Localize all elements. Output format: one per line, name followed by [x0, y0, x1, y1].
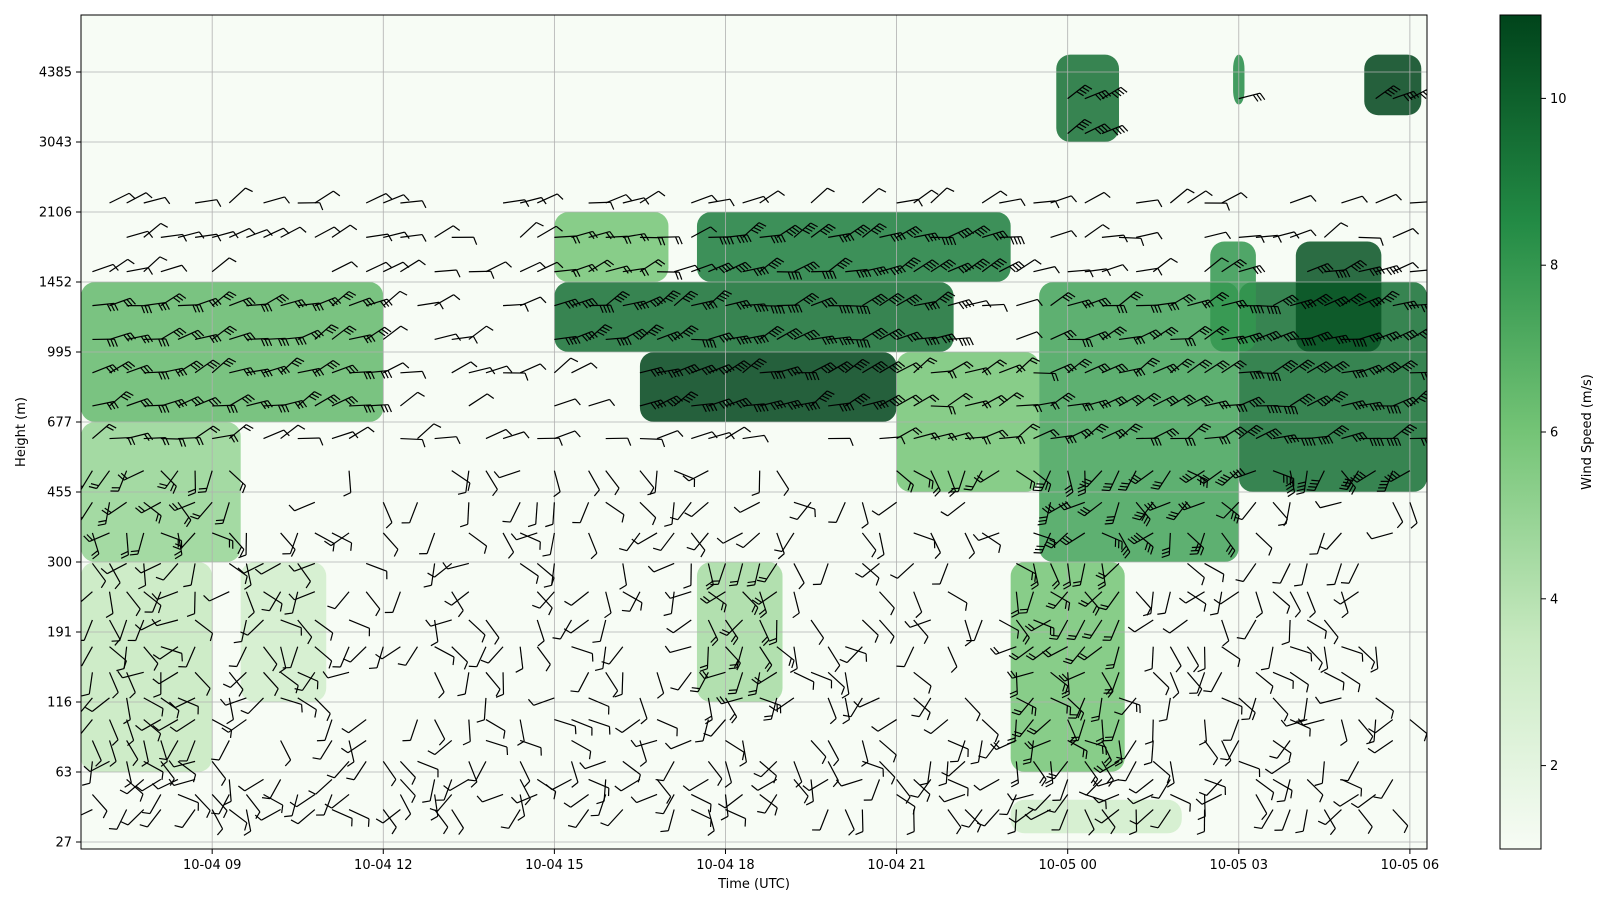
x-tick-label-5: 10-05 00	[1038, 858, 1096, 873]
y-tick-label-1: 63	[55, 766, 72, 781]
x-tick-label-6: 10-05 03	[1210, 858, 1268, 873]
y-tick-label-11: 4385	[39, 66, 72, 81]
x-tick-label-1: 10-04 12	[354, 858, 412, 873]
colorbar-tick-label-3: 8	[1550, 259, 1558, 274]
y-axis-label: Height (m)	[14, 397, 29, 467]
colorbar-label: Wind Speed (m/s)	[1580, 374, 1595, 490]
y-tick-label-9: 2106	[39, 206, 72, 221]
y-tick-label-6: 677	[47, 416, 72, 431]
x-tick-label-3: 10-04 18	[696, 858, 754, 873]
y-tick-label-10: 3043	[39, 136, 72, 151]
heat-cell-5	[554, 282, 953, 352]
y-tick-label-3: 191	[47, 626, 72, 641]
x-tick-label-4: 10-04 21	[867, 858, 925, 873]
x-tick-label-2: 10-04 15	[525, 858, 583, 873]
colorbar	[1500, 15, 1541, 849]
y-tick-label-7: 995	[47, 346, 72, 361]
y-tick-label-8: 1452	[39, 276, 72, 291]
colorbar-tick-label-1: 4	[1550, 592, 1558, 607]
y-tick-label-2: 116	[47, 696, 72, 711]
x-tick-label-7: 10-05 06	[1381, 858, 1439, 873]
y-tick-label-0: 27	[55, 836, 72, 851]
x-tick-label-0: 10-04 09	[183, 858, 241, 873]
y-tick-label-5: 455	[47, 486, 72, 501]
colorbar-tick-label-2: 6	[1550, 426, 1558, 441]
colorbar-tick-label-4: 10	[1550, 92, 1567, 107]
heat-cell-11	[1296, 242, 1382, 352]
colorbar-tick-label-0: 2	[1550, 759, 1558, 774]
x-axis-label: Time (UTC)	[717, 877, 790, 892]
heat-cell-16	[1364, 55, 1421, 116]
y-tick-label-4: 300	[47, 556, 72, 571]
